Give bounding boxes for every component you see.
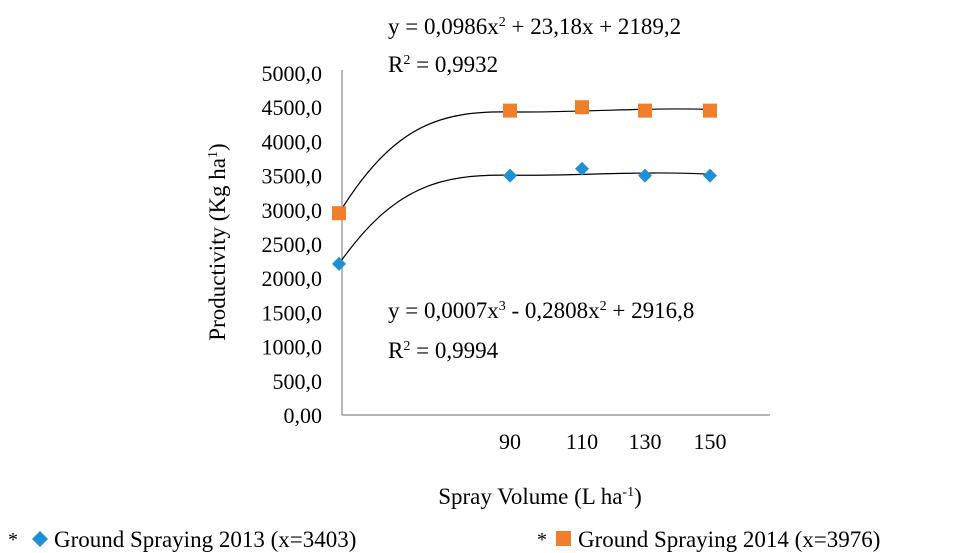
data-point-2013 [332,256,346,271]
x-tick-label: 90 [499,429,521,454]
y-tick-label: 500,0 [273,369,323,394]
y-tick-label: 2500,0 [262,232,323,257]
equation-2014: y = 0,0986x2 + 23,18x + 2189,2 [388,14,681,39]
data-point-2013 [703,168,717,183]
x-tick-label: 150 [694,429,727,454]
x-tick-labels: 90 110 130 150 [499,429,727,454]
y-tick-label: 4500,0 [262,95,323,120]
legend-label-2013: Ground Spraying 2013 (x=3403) [54,527,356,552]
trendline-2014 [338,108,716,214]
legend-asterisk-2014: * [537,529,547,551]
legend-diamond-marker [32,531,48,547]
y-tick-labels: 0,00 500,0 1000,0 1500,0 2000,0 2500,0 3000,0 3… [262,61,323,428]
y-tick-label: 2000,0 [262,266,323,291]
legend-item-2014: * Ground Spraying 2014 (x=3976) [537,527,880,552]
legend-label-2014: Ground Spraying 2014 (x=3976) [578,527,880,552]
x-tick-label: 130 [629,429,662,454]
y-tick-label: 3000,0 [262,198,323,223]
legend-asterisk-2013: * [8,529,18,551]
trendline-2013 [338,172,716,265]
y-tick-label: 1000,0 [262,335,323,360]
data-point-2014 [638,103,652,118]
x-axis-title: Spray Volume (L ha-1) [438,484,642,509]
data-point-2013 [503,168,517,183]
y-tick-label: 4000,0 [262,129,323,154]
y-tick-label: 5000,0 [262,61,323,86]
data-point-2014 [703,103,717,118]
y-axis-title: Productivity (Kg ha1) [205,143,230,340]
legend: * Ground Spraying 2013 (x=3403) * Ground… [8,527,880,552]
data-point-2013 [575,161,589,176]
data-point-2014 [503,103,517,118]
legend-square-marker [556,531,571,546]
data-point-2013 [638,168,652,183]
legend-item-2013: * Ground Spraying 2013 (x=3403) [8,527,356,552]
r2-2013: R2 = 0,9994 [388,338,499,363]
data-point-2014 [575,100,589,115]
x-tick-label: 110 [566,429,598,454]
data-point-2014 [332,206,346,221]
equation-2013: y = 0,0007x3 - 0,2808x2 + 2916,8 [388,298,694,323]
y-tick-label: 0,00 [284,403,323,428]
y-tick-label: 1500,0 [262,300,323,325]
y-tick-label: 3500,0 [262,164,323,189]
trendlines [338,108,716,265]
r2-2014: R2 = 0,9932 [388,52,498,77]
data-markers [332,100,717,271]
